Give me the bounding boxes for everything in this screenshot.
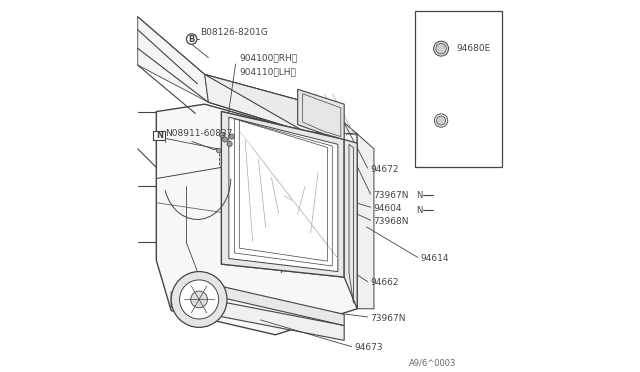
Text: N: N: [416, 191, 422, 200]
Polygon shape: [221, 112, 344, 277]
Text: 904110〈LH〉: 904110〈LH〉: [239, 67, 296, 76]
Text: 94662: 94662: [370, 278, 399, 287]
Circle shape: [191, 291, 207, 308]
Circle shape: [436, 44, 446, 54]
Text: B08126-8201G: B08126-8201G: [200, 28, 268, 37]
Circle shape: [435, 114, 448, 127]
Text: 94672: 94672: [370, 165, 399, 174]
Polygon shape: [205, 74, 328, 132]
Circle shape: [436, 116, 445, 125]
Polygon shape: [229, 117, 338, 272]
Text: 73967N: 73967N: [370, 314, 406, 323]
Text: 73967N: 73967N: [373, 191, 409, 200]
Text: 94604: 94604: [373, 204, 402, 213]
Polygon shape: [197, 281, 344, 326]
Circle shape: [186, 34, 197, 44]
Text: 904100〈RH〉: 904100〈RH〉: [239, 53, 298, 62]
Polygon shape: [138, 17, 209, 102]
Text: 73968N: 73968N: [373, 217, 409, 226]
Polygon shape: [344, 140, 357, 309]
Circle shape: [229, 134, 234, 139]
Circle shape: [180, 280, 219, 319]
Circle shape: [227, 141, 232, 147]
Circle shape: [172, 272, 227, 327]
FancyBboxPatch shape: [154, 131, 165, 140]
Polygon shape: [298, 89, 344, 140]
Polygon shape: [172, 292, 344, 340]
Bar: [415, 11, 502, 167]
Text: B: B: [188, 35, 195, 44]
Polygon shape: [205, 74, 357, 134]
Circle shape: [434, 41, 449, 56]
Circle shape: [216, 148, 221, 153]
Text: 94614: 94614: [420, 254, 449, 263]
Circle shape: [223, 137, 228, 142]
Text: N08911-60837: N08911-60837: [166, 129, 233, 138]
Polygon shape: [156, 104, 357, 335]
Text: 94673: 94673: [354, 343, 383, 352]
Circle shape: [220, 132, 225, 138]
Text: N: N: [156, 131, 163, 140]
Text: N: N: [416, 206, 422, 215]
Text: 94680E: 94680E: [456, 44, 490, 53]
Polygon shape: [357, 134, 374, 309]
Text: A9/6^0003: A9/6^0003: [410, 358, 457, 367]
